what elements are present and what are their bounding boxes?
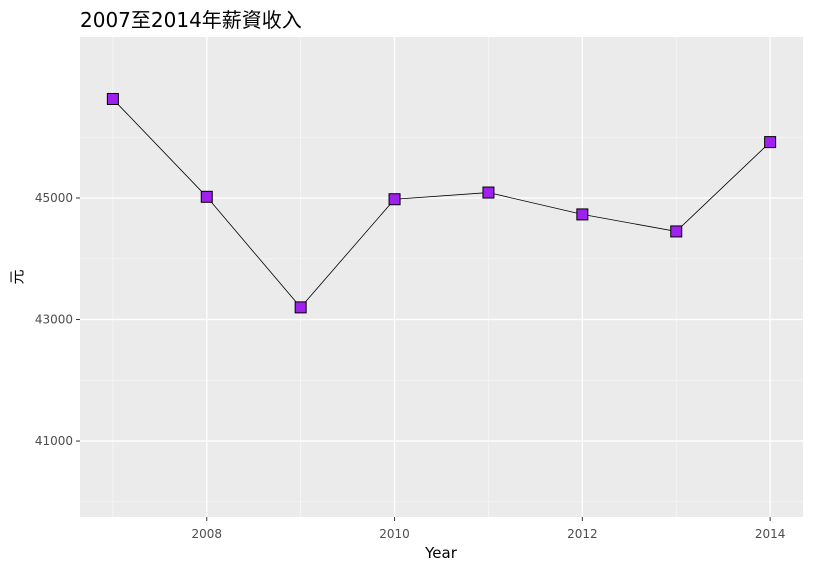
series-line [112, 98, 771, 308]
data-point [576, 208, 589, 221]
data-point-group [106, 92, 777, 314]
plot-panel [80, 37, 803, 517]
y-tick-label: 43000 [35, 313, 73, 327]
x-axis-ticks: 2008 2010 2012 2014 [191, 517, 785, 541]
series-line-group [112, 98, 771, 308]
data-point [764, 136, 777, 149]
data-point [106, 92, 119, 105]
chart-title: 2007至2014年薪資收入 [80, 8, 302, 32]
x-tick-label: 2010 [379, 527, 410, 541]
x-tick-label: 2012 [567, 527, 598, 541]
minor-gridlines [80, 37, 803, 517]
data-point [294, 301, 307, 314]
data-point [670, 225, 683, 238]
y-axis-ticks: 41000 43000 45000 [35, 191, 80, 448]
y-tick-label: 41000 [35, 434, 73, 448]
data-point [482, 186, 495, 199]
x-tick-label: 2014 [755, 527, 786, 541]
data-point [200, 190, 213, 203]
x-axis-title: Year [424, 544, 458, 562]
y-axis-title: 元 [8, 269, 26, 284]
major-gridlines [80, 37, 803, 517]
data-point [388, 193, 401, 206]
x-tick-label: 2008 [191, 527, 222, 541]
y-tick-label: 45000 [35, 191, 73, 205]
